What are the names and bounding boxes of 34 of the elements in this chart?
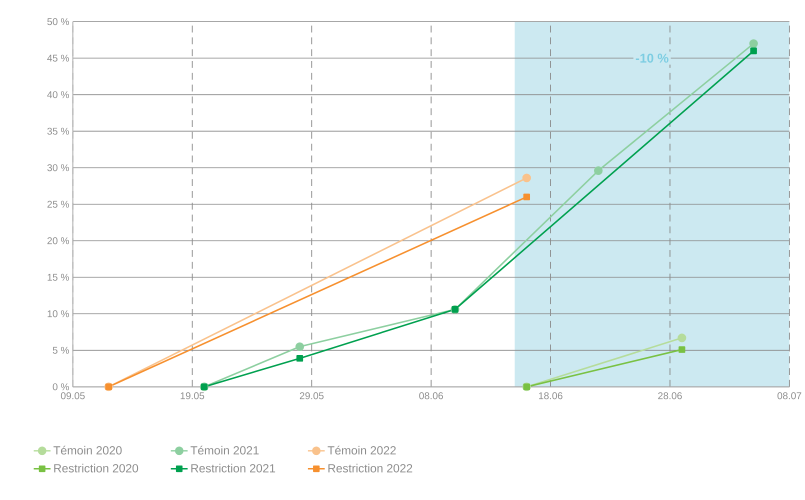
legend-label: Restriction 2022 — [328, 464, 412, 472]
y-tick-label: 0 % — [52, 383, 70, 390]
band-label: -10 % — [636, 54, 668, 63]
point — [295, 342, 304, 351]
legend-label: Témoin 2020 — [54, 446, 122, 455]
x-tick-label: 08.06 — [419, 392, 444, 400]
legend-label: Restriction 2020 — [54, 464, 138, 472]
y-tick-label: 40 % — [47, 91, 70, 98]
point — [678, 334, 686, 342]
x-tick-label: 08.07 — [777, 392, 802, 400]
y-tick-label: 30 % — [47, 164, 70, 172]
y-tick-label: 10 % — [48, 310, 70, 318]
x-tick-label: 28.06 — [658, 392, 682, 400]
point — [749, 39, 758, 48]
y-tick-label: 15 % — [48, 274, 70, 281]
point — [522, 174, 531, 182]
legend-label: Témoin 2022 — [328, 446, 396, 455]
y-tick-label: 20 % — [47, 237, 70, 244]
x-tick-label: 29.05 — [300, 392, 324, 400]
point — [678, 346, 686, 353]
y-tick-label: 45 % — [47, 54, 70, 62]
point — [296, 354, 304, 362]
legend-label: Témoin 2021 — [190, 446, 259, 455]
x-tick-label: 19.05 — [180, 392, 204, 400]
y-tick-label: 25 % — [47, 200, 70, 208]
x-tick-label: 18.06 — [538, 392, 562, 400]
y-tick-label: 5 % — [52, 346, 70, 354]
point — [750, 48, 757, 54]
x-tick-label: 09.05 — [60, 392, 85, 400]
point — [523, 194, 530, 200]
y-tick-label: 35 % — [47, 128, 70, 135]
point — [594, 166, 603, 175]
y-tick-label: 50 % — [47, 18, 70, 26]
legend-label: Restriction 2021 — [191, 464, 276, 472]
